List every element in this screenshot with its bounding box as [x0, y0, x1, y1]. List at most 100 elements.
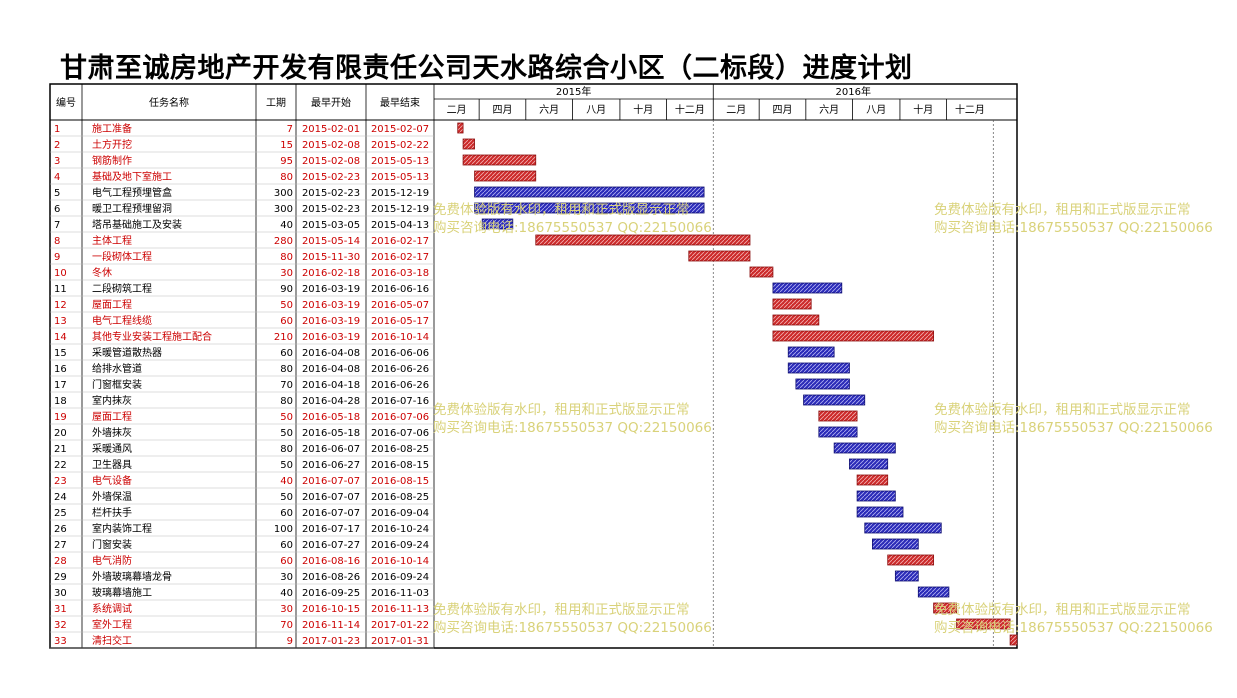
task-id: 28	[54, 556, 67, 567]
task-duration: 50	[280, 412, 293, 423]
task-start: 2016-08-26	[302, 572, 360, 583]
task-end: 2017-01-31	[371, 636, 429, 647]
gantt-bar	[1009, 634, 1018, 646]
task-start: 2017-01-23	[302, 636, 360, 647]
gantt-bar	[795, 378, 850, 390]
month-label: 四月	[492, 104, 512, 116]
gantt-bar	[956, 618, 1011, 630]
task-end: 2016-10-24	[371, 524, 429, 535]
month-label: 十二月	[955, 103, 985, 116]
task-duration: 60	[280, 348, 293, 359]
gantt-bar	[933, 602, 957, 614]
task-duration: 90	[280, 284, 293, 295]
task-end: 2015-12-19	[371, 188, 429, 199]
year-label: 2015年	[556, 85, 591, 98]
task-name: 栏杆扶手	[92, 506, 132, 519]
gantt-bar	[856, 490, 896, 502]
gantt-bar	[772, 298, 812, 310]
task-duration: 40	[280, 476, 293, 487]
gantt-bar	[894, 570, 919, 582]
task-start: 2016-06-27	[302, 460, 360, 471]
task-start: 2016-02-18	[302, 268, 360, 279]
task-name: 基础及地下室施工	[92, 170, 172, 183]
task-id: 20	[54, 428, 67, 439]
task-end: 2016-02-17	[371, 236, 429, 247]
task-end: 2016-10-14	[371, 332, 429, 343]
task-name: 室外工程	[92, 618, 132, 631]
task-duration: 60	[280, 316, 293, 327]
task-name: 冬休	[92, 266, 112, 279]
task-start: 2016-08-16	[302, 556, 360, 567]
task-end: 2016-05-17	[371, 316, 429, 327]
task-start: 2016-05-18	[302, 428, 360, 439]
task-duration: 7	[287, 124, 293, 135]
gantt-bar	[864, 522, 942, 534]
task-duration: 40	[280, 588, 293, 599]
task-id: 2	[54, 140, 60, 151]
task-id: 25	[54, 508, 67, 519]
task-duration: 40	[280, 220, 293, 231]
task-name: 采暖管道散热器	[92, 346, 162, 359]
task-name: 电气设备	[92, 474, 132, 487]
task-id: 4	[54, 172, 60, 183]
task-duration: 80	[280, 444, 293, 455]
column-header-end: 最早结束	[380, 96, 420, 109]
task-start: 2016-05-18	[302, 412, 360, 423]
column-header-id: 编号	[56, 96, 76, 109]
task-name: 外墙抹灰	[92, 426, 132, 439]
task-end: 2016-06-06	[371, 348, 429, 359]
task-start: 2015-02-23	[302, 188, 360, 199]
task-name: 二段砌筑工程	[92, 282, 152, 295]
task-duration: 30	[280, 572, 293, 583]
task-duration: 300	[274, 204, 293, 215]
task-id: 7	[54, 220, 60, 231]
task-start: 2016-03-19	[302, 316, 360, 327]
task-duration: 60	[280, 556, 293, 567]
task-start: 2015-02-08	[302, 156, 360, 167]
gantt-bar	[872, 538, 919, 550]
task-end: 2016-08-25	[371, 492, 429, 503]
task-name: 钢筋制作	[92, 154, 132, 167]
task-id: 13	[54, 316, 67, 327]
task-end: 2017-01-22	[371, 620, 429, 631]
gantt-bar	[818, 410, 858, 422]
task-name: 室内抹灰	[92, 394, 132, 407]
task-start: 2016-07-07	[302, 508, 360, 519]
gantt-bar	[457, 122, 464, 134]
task-start: 2016-07-17	[302, 524, 360, 535]
task-id: 15	[54, 348, 67, 359]
task-start: 2016-06-07	[302, 444, 360, 455]
task-duration: 80	[280, 364, 293, 375]
task-name: 屋面工程	[92, 299, 132, 311]
task-start: 2016-07-07	[302, 476, 360, 487]
task-end: 2015-02-07	[371, 124, 429, 135]
task-duration: 50	[280, 300, 293, 311]
task-end: 2016-08-25	[371, 444, 429, 455]
task-start: 2016-04-28	[302, 396, 360, 407]
task-name: 玻璃幕墙施工	[92, 586, 152, 599]
month-label: 十二月	[675, 103, 705, 116]
task-end: 2016-06-16	[371, 284, 429, 295]
task-start: 2015-02-08	[302, 140, 360, 151]
task-id: 31	[54, 604, 67, 615]
gantt-bar	[462, 154, 537, 166]
gantt-bar	[917, 586, 950, 598]
task-end: 2016-06-26	[371, 364, 429, 375]
task-start: 2016-04-18	[302, 380, 360, 391]
month-label: 十月	[913, 103, 933, 116]
task-start: 2016-09-25	[302, 588, 360, 599]
month-label: 四月	[772, 104, 792, 116]
task-name: 电气工程线缆	[92, 314, 152, 327]
task-name: 主体工程	[92, 235, 132, 247]
task-start: 2016-11-14	[302, 620, 360, 631]
task-start: 2016-07-07	[302, 492, 360, 503]
task-end: 2016-11-13	[371, 604, 429, 615]
task-start: 2015-02-23	[302, 204, 360, 215]
task-end: 2015-05-13	[371, 172, 429, 183]
task-id: 8	[54, 236, 60, 247]
task-start: 2015-02-23	[302, 172, 360, 183]
task-end: 2016-10-14	[371, 556, 429, 567]
gantt-bar	[772, 282, 843, 294]
task-start: 2016-07-27	[302, 540, 360, 551]
